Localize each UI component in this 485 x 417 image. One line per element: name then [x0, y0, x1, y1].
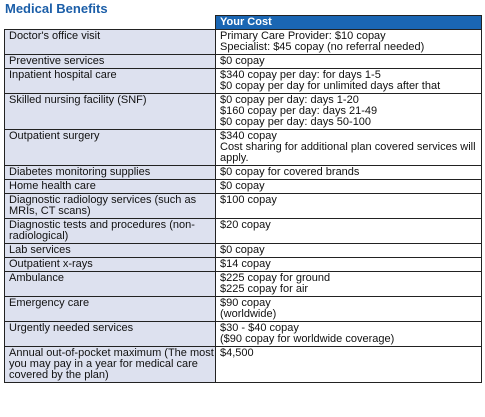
- cost-text: Primary Care Provider: $10 copay: [220, 30, 386, 42]
- service-text: Ambulance: [9, 272, 65, 284]
- service-cell: Home health care: [4, 179, 216, 194]
- cost-cell: $0 copay: [215, 179, 482, 194]
- service-cell: Urgently needed services: [4, 321, 216, 347]
- cost-text: $225 copay for air: [220, 283, 309, 295]
- cost-cell: $100 copay: [215, 193, 482, 219]
- service-text: you may pay in a year for medical care: [9, 358, 198, 370]
- service-text: Preventive services: [9, 55, 105, 67]
- cost-text: $0 copay: [220, 55, 265, 67]
- cost-text: (worldwide): [220, 308, 277, 320]
- table-row: Inpatient hospital care $340 copay per da…: [4, 68, 482, 94]
- table-row: Annual out-of-pocket maximum (The most yo…: [4, 346, 482, 383]
- cost-cell: $30 - $40 copay ($90 copay for worldwide …: [215, 321, 482, 347]
- table-row: Home health care $0 copay: [4, 179, 482, 194]
- service-cell: Inpatient hospital care: [4, 68, 216, 94]
- table-body: Doctor's office visit Primary Care Provid…: [4, 29, 482, 383]
- cost-text: $340 copay per day: for days 1-5: [220, 69, 381, 81]
- service-text: Urgently needed services: [9, 322, 134, 334]
- cost-cell: $340 copay per day: for days 1-5 $0 copay…: [215, 68, 482, 94]
- service-cell: Lab services: [4, 243, 216, 258]
- cost-cell: $14 copay: [215, 257, 482, 272]
- table-row: Emergency care $90 copay (worldwide): [4, 296, 482, 322]
- table-row: Diagnostic tests and procedures (non-rad…: [4, 218, 482, 244]
- service-text: Home health care: [9, 180, 96, 192]
- table-row: Urgently needed services $30 - $40 copay(…: [4, 321, 482, 347]
- service-cell: Ambulance: [4, 271, 216, 297]
- cost-text: $14 copay: [220, 258, 271, 270]
- service-text: Lab services: [9, 244, 71, 256]
- cost-cell: $0 copay for covered brands: [215, 165, 482, 180]
- table-row: Preventive services $0 copay: [4, 54, 482, 69]
- service-text: covered by the plan): [9, 369, 109, 381]
- service-text: Doctor's office visit: [9, 30, 101, 42]
- service-cell: Outpatient surgery: [4, 129, 216, 166]
- cost-text: $340 copay: [220, 130, 277, 142]
- cost-cell: Primary Care Provider: $10 copay Speciali…: [215, 29, 482, 55]
- service-text: Outpatient x-rays: [9, 258, 93, 270]
- table-row: Outpatient surgery $340 copay Cost sharing…: [4, 129, 482, 166]
- service-text: Inpatient hospital care: [9, 69, 117, 81]
- cost-cell: $90 copay (worldwide): [215, 296, 482, 322]
- cost-text: $0 copay for covered brands: [220, 166, 360, 178]
- table-row: Lab services $0 copay: [4, 243, 482, 258]
- service-text: Diabetes monitoring supplies: [9, 166, 151, 178]
- cost-text: $30 - $40 copay: [220, 322, 299, 334]
- cost-text: $100 copay: [220, 194, 277, 206]
- cost-text: $0 copay per day: days 1-20: [220, 94, 359, 106]
- service-text: Annual out-of-pocket maximum (The most: [9, 347, 214, 359]
- cost-text: Cost sharing for additional plan covered…: [220, 141, 476, 153]
- service-text: Diagnostic radiology services (such as: [9, 194, 197, 206]
- service-text: Diagnostic tests and procedures (non-: [9, 219, 195, 231]
- service-cell: Diagnostic radiology services (such as MR…: [4, 193, 216, 219]
- table-row: Diabetes monitoring supplies $0 copay for…: [4, 165, 482, 180]
- cost-text: ($90 copay for worldwide coverage): [220, 333, 395, 345]
- service-cell: Emergency care: [4, 296, 216, 322]
- service-cell: Diagnostic tests and procedures (non-rad…: [4, 218, 216, 244]
- service-text: Skilled nursing facility (SNF): [9, 94, 147, 106]
- cost-text: $225 copay for ground: [220, 272, 331, 284]
- header-your-cost: Your Cost: [215, 15, 482, 30]
- cost-text: Specialist: $45 copay (no referral neede…: [220, 41, 425, 53]
- cost-text: $90 copay: [220, 297, 271, 309]
- cost-text: $0 copay per day: days 50-100: [220, 116, 372, 128]
- service-cell: Outpatient x-rays: [4, 257, 216, 272]
- service-text: Emergency care: [9, 297, 90, 309]
- cost-cell: $340 copay Cost sharing for additional pl…: [215, 129, 482, 166]
- service-cell: Doctor's office visit: [4, 29, 216, 55]
- cost-cell: $4,500: [215, 346, 482, 383]
- cost-cell: $0 copay: [215, 243, 482, 258]
- table-row: Diagnostic radiology services (such as MR…: [4, 193, 482, 219]
- table-row: Outpatient x-rays $14 copay: [4, 257, 482, 272]
- cost-cell: $225 copay for ground $225 copay for air: [215, 271, 482, 297]
- service-cell: Diabetes monitoring supplies: [4, 165, 216, 180]
- cost-text: $0 copay per day for unlimited days afte…: [220, 80, 441, 92]
- table-header-row: Your Cost: [4, 15, 482, 30]
- service-text: radiological): [9, 230, 69, 242]
- cost-text: apply.: [220, 152, 249, 164]
- benefits-table: Your Cost Doctor's office visit Primary C…: [4, 15, 482, 383]
- service-text: MRIs, CT scans): [9, 205, 91, 217]
- cost-text: $160 copay per day: days 21-49: [220, 105, 378, 117]
- section-title: Medical Benefits: [5, 1, 108, 16]
- service-cell: Skilled nursing facility (SNF): [4, 93, 216, 130]
- cost-text: $0 copay: [220, 180, 265, 192]
- service-text: Outpatient surgery: [9, 130, 100, 142]
- cost-cell: $0 copay per day: days 1-20 $160 copay pe…: [215, 93, 482, 130]
- cost-text: $4,500: [220, 347, 254, 359]
- cost-text: $20 copay: [220, 219, 271, 231]
- cost-cell: $0 copay: [215, 54, 482, 69]
- header-blank-cell: [4, 15, 216, 30]
- table-row: Ambulance $225 copay for ground $225 copay…: [4, 271, 482, 297]
- cost-cell: $20 copay: [215, 218, 482, 244]
- service-cell: Annual out-of-pocket maximum (The most yo…: [4, 346, 216, 383]
- cost-text: $0 copay: [220, 244, 265, 256]
- service-cell: Preventive services: [4, 54, 216, 69]
- table-row: Skilled nursing facility (SNF) $0 copay p…: [4, 93, 482, 130]
- table-row: Doctor's office visit Primary Care Provid…: [4, 29, 482, 55]
